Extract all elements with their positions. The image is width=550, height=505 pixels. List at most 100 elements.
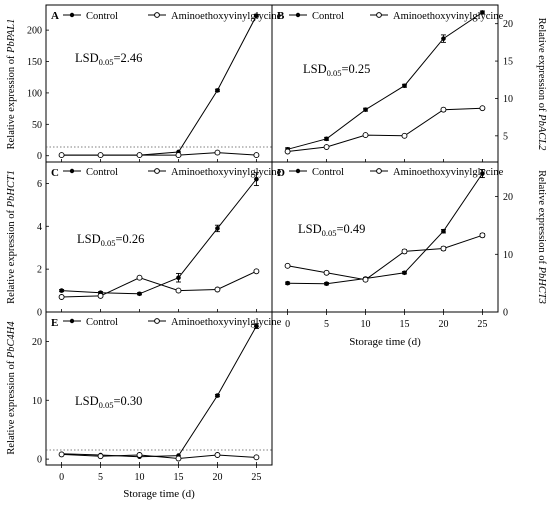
panel-a-plot: 0 50 100 150 200	[27, 13, 260, 162]
x-tick-label: 20	[438, 319, 448, 330]
legend-treated-marker	[376, 12, 382, 18]
y-tick-label: 0	[37, 455, 42, 466]
x-tick-label: 10	[361, 319, 371, 330]
treated-data-point	[253, 152, 260, 159]
panel-e-legend: Control Aminoethoxyvinylglycine	[63, 317, 282, 328]
y-tick-label: 200	[27, 26, 42, 37]
control-data-point	[441, 36, 446, 41]
y-tick-label: 0	[37, 151, 42, 162]
treated-data-point	[58, 294, 65, 300]
panel-b-frame	[271, 4, 499, 163]
treated-data-point	[253, 454, 260, 461]
x-tick-label: 0	[285, 319, 290, 330]
ylabel-gene: PbHCT1	[6, 170, 17, 208]
lsd-value: =0.25	[342, 62, 371, 76]
legend-treated-marker	[376, 168, 382, 174]
lsd-label: LSD	[75, 51, 99, 65]
ylabel-prefix: Relative expression of	[536, 170, 547, 267]
legend-treated-label: Aminoethoxyvinylglycine	[171, 11, 282, 22]
control-series-line	[61, 178, 257, 295]
lsd-value: =0.26	[116, 232, 145, 246]
x-tick-label: 15	[173, 472, 183, 483]
control-data-point	[215, 393, 220, 398]
treated-series-line	[61, 270, 257, 298]
treated-data-point	[323, 144, 330, 150]
panel-c-legend: Control Aminoethoxyvinylglycine	[63, 167, 282, 178]
panel-a-ylabel: Relative expression of PbPAL1	[6, 19, 17, 150]
ylabel-gene: PbPAL1	[6, 19, 17, 54]
control-data-point	[254, 323, 259, 329]
treated-data-point	[401, 248, 408, 255]
lsd-value: =0.49	[337, 222, 366, 236]
panel-e-lsd: LSD0.05=0.30	[75, 394, 142, 410]
treated-data-point	[175, 287, 182, 294]
panel-d-ylabel: Relative expression of PbHCT3	[536, 170, 547, 304]
panel-c-ylabel: Relative expression of PbHCT1	[6, 170, 17, 304]
y-tick-label: 5	[503, 131, 508, 142]
x-tick-label: 5	[98, 472, 103, 483]
panel-c-plot: 0 2 4 6	[37, 172, 260, 319]
y-tick-label: 15	[503, 57, 513, 68]
treated-data-point	[440, 106, 447, 113]
control-data-point	[176, 275, 181, 281]
treated-data-point	[58, 451, 65, 458]
treated-data-point	[97, 152, 104, 159]
control-series-line	[61, 325, 257, 458]
y-tick-label: 150	[27, 57, 42, 68]
panel-d-lsd: LSD0.05=0.49	[298, 222, 365, 238]
lsd-subscript: 0.05	[327, 68, 342, 78]
y-tick-label: 6	[37, 179, 42, 190]
ylabel-gene: PbC4H4	[6, 321, 17, 360]
treated-data-point	[136, 274, 143, 281]
treated-data-point	[175, 455, 182, 462]
x-tick-label: 20	[212, 472, 222, 483]
legend-treated-label: Aminoethoxyvinylglycine	[393, 167, 504, 178]
treated-data-point	[58, 152, 65, 159]
legend-control-label: Control	[86, 11, 118, 22]
panel-c-lsd: LSD0.05=0.26	[77, 232, 144, 248]
y-tick-label: 10	[32, 396, 42, 407]
control-data-point	[59, 288, 64, 293]
lsd-subscript: 0.05	[322, 228, 337, 238]
panel-b-ylabel: Relative expression of PbACL2	[536, 18, 547, 151]
treated-data-point	[214, 149, 221, 156]
treated-data-point	[175, 152, 182, 159]
treated-data-point	[284, 148, 291, 155]
lsd-label: LSD	[77, 232, 101, 246]
legend-treated-marker	[154, 168, 160, 174]
legend-treated-label: Aminoethoxyvinylglycine	[171, 317, 282, 328]
y-tick-label: 20	[503, 192, 513, 203]
legend-treated-marker	[154, 12, 160, 18]
panel-a-legend: Control Aminoethoxyvinylglycine	[63, 11, 282, 22]
treated-data-point	[136, 152, 143, 159]
panel-b-plot: 5 10 15 20	[284, 10, 513, 162]
panel-d-xlabel: Storage time (d)	[349, 336, 421, 348]
panel-a-letter: A	[51, 10, 59, 22]
y-tick-label: 0	[37, 308, 42, 319]
ylabel-gene: PbACL2	[536, 113, 547, 151]
treated-data-point	[401, 132, 408, 139]
lsd-label: LSD	[303, 62, 327, 76]
x-tick-label: 0	[59, 472, 64, 483]
panel-c-letter: C	[51, 167, 59, 179]
legend-control-marker	[69, 168, 75, 174]
y-tick-label: 0	[503, 308, 508, 319]
control-data-point	[441, 228, 446, 234]
treated-data-point	[479, 232, 486, 239]
lsd-value: =2.46	[114, 51, 143, 65]
treated-data-point	[323, 269, 330, 276]
legend-control-marker	[295, 12, 301, 18]
panel-b-letter: B	[277, 10, 285, 22]
y-tick-label: 10	[503, 94, 513, 105]
y-tick-label: 100	[27, 88, 42, 99]
panel-b-legend: Control Aminoethoxyvinylglycine	[289, 11, 504, 22]
legend-treated-marker	[154, 318, 160, 324]
treated-data-point	[362, 132, 369, 139]
treated-data-point	[136, 452, 143, 458]
ylabel-gene: PbHCT3	[536, 266, 547, 304]
ylabel-prefix: Relative expression of	[6, 207, 17, 304]
treated-data-point	[362, 276, 369, 283]
treated-data-point	[479, 105, 486, 112]
